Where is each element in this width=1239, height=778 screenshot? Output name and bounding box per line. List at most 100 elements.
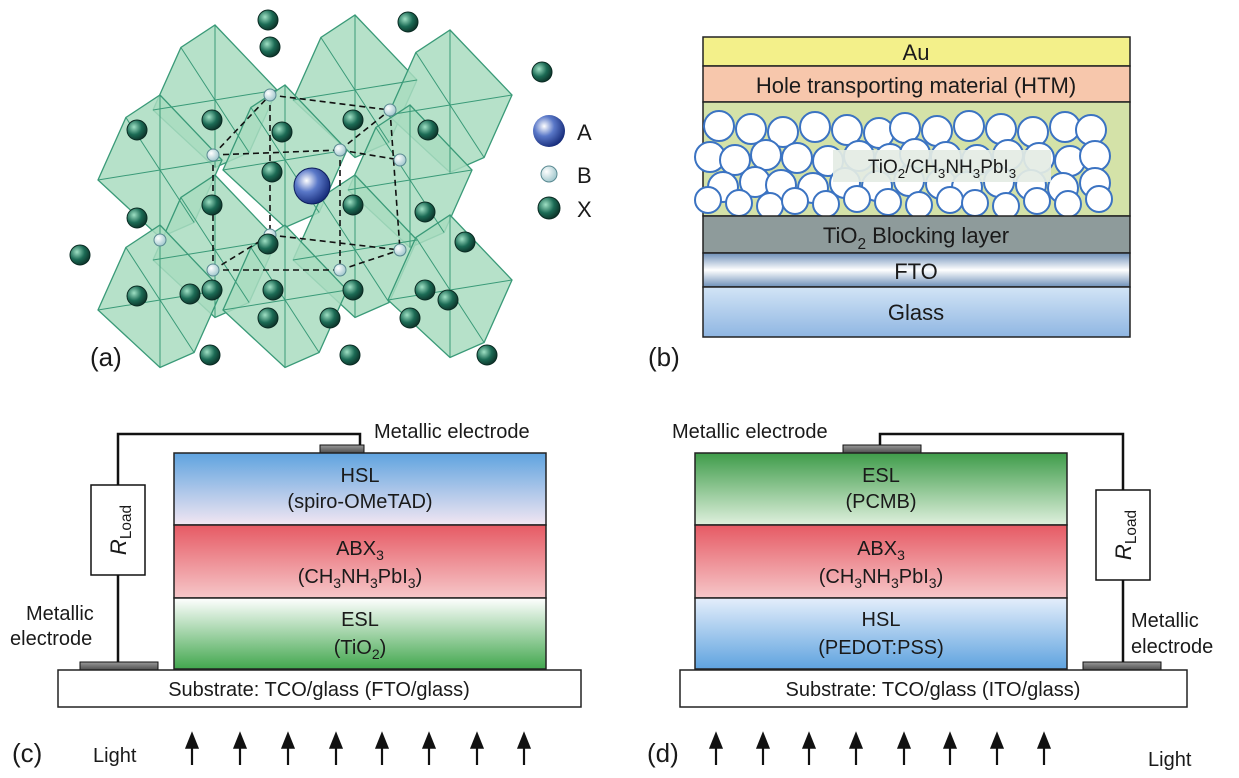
side-electrode-label-2: electrode [1131, 636, 1213, 658]
tio2-particle [1023, 187, 1051, 215]
tio2-particle [799, 111, 831, 143]
unit-cell-edge [389, 109, 401, 251]
x-atom [339, 344, 361, 366]
bond [449, 94, 513, 106]
panel-a-perovskite-structure: A B X (a) [69, 9, 592, 372]
bond [97, 299, 161, 311]
abx3-label: ABX3 [336, 538, 384, 563]
b-atom [333, 143, 347, 157]
bond [284, 299, 320, 353]
abx3-formula: (CH3NH3PbI3) [298, 566, 423, 591]
x-atom [261, 161, 283, 183]
bond [222, 299, 286, 311]
layer-blocking-label: TiO2 Blocking layer [823, 223, 1009, 253]
bond [354, 239, 418, 251]
x-atom [126, 207, 148, 229]
b-atom [393, 243, 407, 257]
tio2-particle [1079, 140, 1111, 172]
x-atom [271, 121, 293, 143]
layer-esl [173, 597, 547, 670]
top-electrode-label: Metallic electrode [374, 421, 530, 443]
panel-d-label: (d) [647, 738, 679, 768]
x-atom [257, 233, 279, 255]
unit-cell-edge [269, 94, 391, 111]
tio2-particle [781, 187, 809, 215]
bond [354, 79, 418, 91]
b-atom [393, 153, 407, 167]
substrate-label: Substrate: TCO/glass (FTO/glass) [168, 679, 470, 701]
bond [292, 249, 356, 261]
legend-a-label: A [577, 120, 592, 145]
x-site-atoms [69, 9, 553, 366]
light-arrows-d [708, 731, 1052, 765]
tio2-particle [843, 185, 871, 213]
b-atom [206, 148, 220, 162]
substrate-label: Substrate: TCO/glass (ITO/glass) [786, 679, 1081, 701]
hsl-label-1: HSL [862, 609, 901, 631]
x-atom [437, 289, 459, 311]
x-atom [414, 279, 436, 301]
bond [449, 104, 485, 158]
x-atom [342, 109, 364, 131]
bond [347, 179, 411, 191]
x-atom [179, 283, 201, 305]
x-atom [201, 279, 223, 301]
b-atom [263, 88, 277, 102]
bond [159, 299, 195, 353]
bond [449, 279, 513, 291]
bond [214, 99, 250, 153]
load-resistor-label: RLoad [106, 505, 135, 555]
substrate [679, 669, 1188, 708]
legend-x-symbol [537, 196, 561, 220]
unit-cell-edge [339, 249, 401, 271]
x-atom [531, 61, 553, 83]
layer-blocking [702, 215, 1131, 254]
unit-cell-edge [339, 149, 401, 161]
bond [180, 47, 216, 101]
light-label-c: Light [93, 745, 137, 767]
bond [320, 197, 356, 251]
layer-fto-label: FTO [894, 259, 938, 284]
unit-cell-edge [269, 234, 401, 251]
layer-au [702, 36, 1131, 67]
tio2-particle [756, 192, 784, 220]
tio2-particle [750, 139, 782, 171]
tio2-particle [694, 186, 722, 214]
x-atom [417, 119, 439, 141]
bond [125, 247, 161, 301]
tio2-particle [831, 114, 863, 146]
x-atom [257, 9, 279, 31]
esl-label-1: ESL [341, 609, 379, 631]
tio2-particle [725, 189, 753, 217]
tio2-particle [1054, 190, 1082, 218]
x-atom [342, 194, 364, 216]
panel-b-label: (b) [648, 342, 680, 372]
top-electrode-label: Metallic electrode [672, 421, 828, 443]
x-atom [69, 244, 91, 266]
layer-abx3 [694, 524, 1068, 599]
layer-hsl [694, 597, 1068, 670]
x-atom [399, 307, 421, 329]
load-resistor-label: RLoad [1111, 510, 1140, 560]
load-resistor [1095, 489, 1151, 581]
tio2-particle [936, 186, 964, 214]
bond [415, 52, 451, 106]
esl-label-2: (TiO2) [334, 637, 387, 662]
b-atom [333, 263, 347, 277]
esl-label-1: ESL [862, 465, 900, 487]
x-atom [201, 194, 223, 216]
bond [152, 99, 216, 111]
tio2-particle [781, 142, 813, 174]
substrate [57, 669, 582, 708]
side-electrode-label-1: Metallic [1131, 610, 1199, 632]
bond [222, 159, 286, 171]
tio2-particle [812, 190, 840, 218]
layer-esl [694, 452, 1068, 526]
x-atom [476, 344, 498, 366]
legend-b-label: B [577, 163, 592, 188]
bond [159, 169, 195, 223]
abx3-formula: (CH3NH3PbI3) [819, 566, 944, 591]
tio2-nanoparticles [694, 110, 1113, 220]
panel-d-pin-device: RLoad Metallic electrode ESL (PCMB) ABX3… [647, 421, 1213, 771]
